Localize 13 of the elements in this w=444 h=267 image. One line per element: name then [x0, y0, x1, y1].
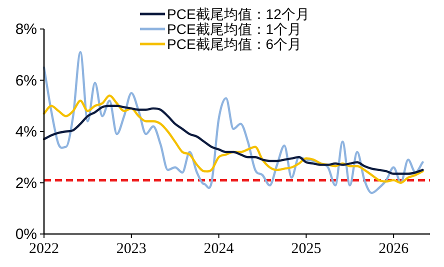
y-tick-label: 2% — [15, 174, 37, 192]
legend-label: PCE截尾均值：6个月 — [167, 36, 302, 52]
legend-label: PCE截尾均值：12个月 — [167, 6, 310, 22]
y-tick-label: 6% — [15, 72, 37, 90]
x-tick-label: 2025 — [291, 241, 322, 257]
y-tick-label: 0% — [15, 226, 37, 243]
x-tick-label: 2022 — [29, 241, 59, 257]
x-tick-label: 2023 — [116, 241, 146, 257]
x-tick-label: 2026 — [378, 241, 410, 257]
y-tick-label: 4% — [15, 124, 37, 140]
legend-label: PCE截尾均值：1个月 — [167, 21, 302, 37]
x-tick-label: 2024 — [204, 241, 234, 257]
y-tick-label: 8% — [15, 21, 37, 38]
